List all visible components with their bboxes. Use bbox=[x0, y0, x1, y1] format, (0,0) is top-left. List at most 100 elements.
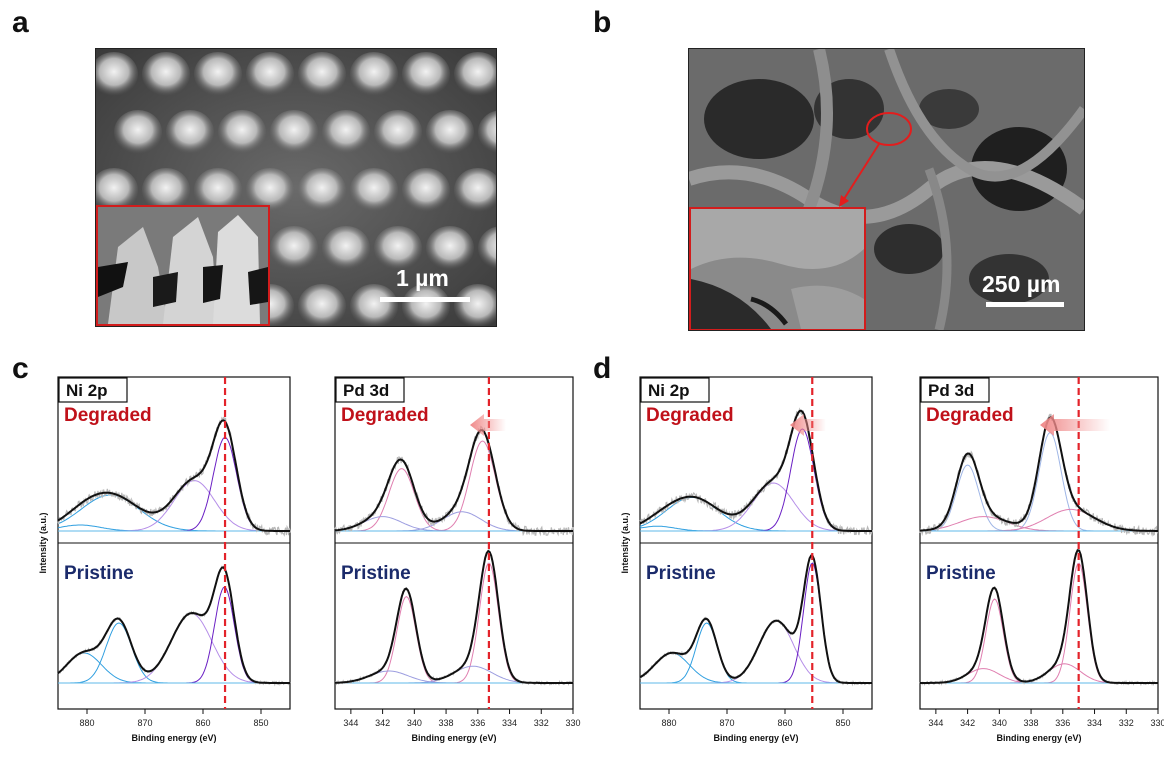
spectrum-title: Ni 2p bbox=[640, 377, 710, 403]
sem-a-particle bbox=[298, 52, 346, 96]
x-tick-label: 870 bbox=[137, 718, 152, 728]
sem-a-particle bbox=[402, 284, 450, 326]
sem-a-inset bbox=[96, 205, 270, 326]
y-axis-label: Intensity (a.u.) bbox=[38, 512, 48, 573]
x-tick-label: 860 bbox=[777, 718, 792, 728]
spectrum-title: Pd 3d bbox=[920, 377, 990, 403]
spectrum-title: Pd 3d bbox=[335, 377, 405, 403]
fit-envelope bbox=[334, 429, 573, 532]
x-tick-label: 880 bbox=[79, 718, 94, 728]
sem-a-particle bbox=[322, 226, 370, 270]
sem-a-particle bbox=[218, 110, 266, 154]
sem-a-particle bbox=[454, 168, 496, 212]
svg-text:Pd 3d: Pd 3d bbox=[343, 381, 389, 400]
sem-a-scale-bar bbox=[380, 297, 470, 302]
sem-a-particle bbox=[246, 168, 294, 212]
sem-image-a: 1 µm bbox=[95, 48, 497, 327]
degraded-label: Degraded bbox=[341, 405, 429, 426]
sem-a-particle bbox=[270, 110, 318, 154]
x-tick-label: 330 bbox=[565, 718, 580, 728]
sem-a-particle bbox=[114, 110, 162, 154]
x-tick-label: 338 bbox=[439, 718, 454, 728]
fit-component-sat bbox=[57, 652, 290, 684]
sem-a-particle bbox=[402, 168, 450, 212]
sem-b-scale-bar bbox=[986, 302, 1064, 307]
x-tick-label: 344 bbox=[343, 718, 358, 728]
sem-a-particle bbox=[142, 52, 190, 96]
sem-a-inset-texture bbox=[98, 207, 268, 324]
fit-envelope bbox=[919, 416, 1158, 532]
x-tick-label: 336 bbox=[1055, 718, 1070, 728]
panel-label-a: a bbox=[12, 6, 29, 39]
panel-label-b: b bbox=[593, 6, 612, 39]
x-tick-label: 338 bbox=[1024, 718, 1039, 728]
fit-component-pd bbox=[920, 598, 1158, 684]
sem-b-scale-label: 250 µm bbox=[982, 271, 1061, 297]
svg-text:Pd 3d: Pd 3d bbox=[928, 381, 974, 400]
x-tick-label: 344 bbox=[928, 718, 943, 728]
fit-envelope bbox=[57, 566, 290, 684]
shift-arrow bbox=[1040, 414, 1110, 436]
pristine-label: Pristine bbox=[341, 563, 411, 584]
xps-chart-d-ni2p: 880 870 860 850 Binding energy (eV) Intensity… bbox=[612, 373, 874, 743]
sem-b-inset-texture bbox=[691, 209, 864, 329]
x-axis-label: Binding energy (eV) bbox=[131, 733, 216, 743]
y-axis-label: Intensity (a.u.) bbox=[620, 512, 630, 573]
sem-a-particle bbox=[350, 168, 398, 212]
fit-envelope bbox=[920, 549, 1158, 684]
x-tick-label: 850 bbox=[253, 718, 268, 728]
sem-a-particle bbox=[194, 168, 242, 212]
fit-envelope bbox=[639, 554, 872, 684]
sem-a-particle bbox=[454, 52, 496, 96]
x-tick-label: 334 bbox=[502, 718, 517, 728]
sem-b-inset bbox=[689, 207, 866, 330]
sem-a-particle bbox=[478, 110, 496, 154]
x-tick-label: 850 bbox=[835, 718, 850, 728]
fit-envelope bbox=[57, 419, 290, 532]
sem-a-particle bbox=[96, 168, 138, 212]
x-tick-label: 340 bbox=[992, 718, 1007, 728]
svg-text:Ni 2p: Ni 2p bbox=[66, 381, 108, 400]
x-tick-label: 342 bbox=[960, 718, 975, 728]
fit-component-pd bbox=[335, 468, 573, 532]
fit-component-sat bbox=[58, 622, 290, 684]
sem-a-particle bbox=[350, 284, 398, 326]
pristine-label: Pristine bbox=[64, 563, 134, 584]
fit-component-pd bbox=[920, 432, 1158, 532]
fit-component-pd bbox=[920, 464, 1158, 532]
degraded-label: Degraded bbox=[646, 405, 734, 426]
sem-a-particle bbox=[96, 52, 138, 96]
svg-text:Ni 2p: Ni 2p bbox=[648, 381, 690, 400]
sem-a-particle bbox=[322, 110, 370, 154]
x-axis-label: Binding energy (eV) bbox=[411, 733, 496, 743]
sem-a-particle bbox=[270, 226, 318, 270]
sem-a-particle bbox=[402, 52, 450, 96]
panel-label-d: d bbox=[593, 352, 612, 385]
fit-envelope bbox=[639, 409, 872, 532]
panel-label-c: c bbox=[12, 352, 29, 385]
shift-arrow bbox=[470, 414, 506, 436]
spectrum-title: Ni 2p bbox=[58, 377, 128, 403]
raw-spectrum bbox=[919, 413, 1159, 537]
sem-image-b: 250 µm bbox=[688, 48, 1085, 331]
fit-component-main bbox=[640, 428, 872, 532]
sem-a-particle bbox=[426, 110, 474, 154]
degraded-label: Degraded bbox=[926, 405, 1014, 426]
x-tick-label: 870 bbox=[719, 718, 734, 728]
x-tick-label: 332 bbox=[534, 718, 549, 728]
sem-a-particle bbox=[374, 110, 422, 154]
sem-a-particle bbox=[350, 52, 398, 96]
xps-chart-d-pd3d: 344 342 340 338 336 334 332 330 Binding energy (… bbox=[892, 373, 1164, 743]
fit-component-pd bbox=[335, 440, 573, 532]
raw-spectrum bbox=[57, 564, 291, 687]
x-tick-label: 340 bbox=[407, 718, 422, 728]
sem-a-particle bbox=[298, 168, 346, 212]
x-tick-label: 332 bbox=[1119, 718, 1134, 728]
sem-a-particle bbox=[374, 226, 422, 270]
fit-component-main bbox=[58, 436, 290, 532]
x-axis-label: Binding energy (eV) bbox=[996, 733, 1081, 743]
sem-a-particle bbox=[426, 226, 474, 270]
sem-a-particle bbox=[478, 226, 496, 270]
sem-a-particle bbox=[194, 52, 242, 96]
x-tick-label: 334 bbox=[1087, 718, 1102, 728]
